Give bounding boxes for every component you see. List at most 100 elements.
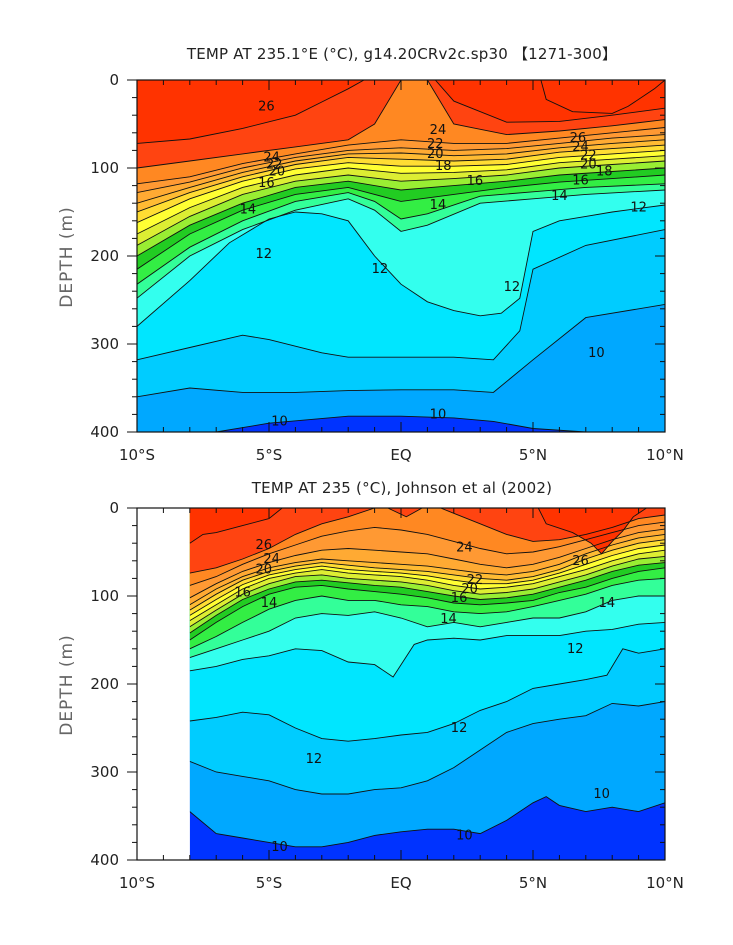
top-contour-label: 12 [504, 280, 521, 295]
bottom-contour-label: 14 [440, 612, 457, 627]
top-contour-label: 20 [269, 165, 286, 180]
top-contour-20 [137, 149, 665, 224]
bottom-y-tick-label: 200 [90, 675, 119, 693]
top-contour-11 [137, 303, 665, 398]
top-contour-label: 10 [271, 414, 288, 429]
bottom-band-25 [189, 508, 665, 574]
bottom-contour-10 [189, 796, 666, 848]
top-y-tick-label: 0 [109, 71, 119, 89]
top-contour-label: 14 [430, 198, 447, 213]
top-contour-22 [137, 139, 665, 204]
bottom-contour-18 [189, 555, 666, 628]
top-contour-label: 18 [596, 165, 613, 180]
bottom-contour-label: 12 [306, 752, 323, 767]
bottom-band-26 [189, 508, 309, 544]
bottom-contour-label: 16 [234, 585, 251, 600]
bottom-contour-25 [189, 508, 666, 574]
bottom-y-tick-label: 400 [90, 851, 119, 869]
bottom-contour-14 [189, 595, 665, 659]
top-contour-lines [137, 80, 665, 432]
bottom-contour-label: 12 [451, 721, 468, 736]
top-contour-23 [137, 134, 665, 194]
bottom-contour-label: 20 [461, 582, 478, 597]
top-ticks [127, 79, 666, 433]
top-contour-label: 14 [551, 189, 568, 204]
top-contour-14 [137, 189, 665, 299]
bottom-contour-12 [189, 648, 666, 742]
top-contour-label: 26 [258, 99, 275, 114]
top-contour-label: 22 [580, 149, 597, 164]
bottom-ticks [127, 507, 666, 861]
top-contour-19 [137, 155, 665, 235]
bottom-contour-20 [189, 544, 666, 616]
top-contour-label: 24 [430, 123, 447, 138]
top-panel: TEMP AT 235.1°E (°C), g14.20CRv2c.sp30 【… [57, 45, 684, 464]
top-x-tick-label: 5°S [256, 446, 283, 464]
top-x-tick-label: EQ [390, 446, 411, 464]
top-y-axis-label: DEPTH (m) [57, 206, 77, 307]
bottom-y-tick-label: 0 [109, 499, 119, 517]
top-y-tick-label: 300 [90, 335, 119, 353]
bottom-contour-label: 20 [255, 563, 272, 578]
top-contour-label: 22 [266, 157, 283, 172]
bottom-contour-label: 12 [567, 642, 584, 657]
bottom-contour-label: 26 [255, 538, 272, 553]
bottom-contour-label: 24 [263, 552, 280, 567]
bottom-x-tick-label: 10°N [646, 874, 684, 892]
top-contour-15 [137, 183, 665, 285]
top-contour-13 [137, 204, 665, 327]
top-x-tick-label: 10°S [119, 446, 155, 464]
bottom-contour-label: 10 [456, 828, 473, 843]
bottom-band-27 [538, 508, 665, 554]
top-contour-label: 16 [467, 174, 484, 189]
top-contour-18 [137, 160, 665, 246]
top-contour-24 [137, 127, 665, 185]
top-contour-25 [137, 80, 665, 169]
top-contour-label: 22 [427, 137, 444, 152]
top-y-tick-label: 100 [90, 159, 119, 177]
bottom-contour-26 [189, 508, 309, 544]
bottom-contour-label: 22 [467, 573, 484, 588]
bottom-y-tick-label: 100 [90, 587, 119, 605]
top-chart-title: TEMP AT 235.1°E (°C), g14.20CRv2c.sp30 【… [186, 45, 617, 63]
bottom-contour-plot: 26242016142422201614261412121210101010°S… [90, 499, 684, 892]
bottom-contour-11 [189, 701, 666, 795]
bottom-contour-label: 14 [261, 596, 278, 611]
bottom-x-tick-label: 5°N [519, 874, 547, 892]
bottom-filled-bands [189, 508, 666, 860]
top-contour-16 [137, 174, 665, 270]
bottom-contour-label: 24 [456, 541, 473, 556]
bottom-contour-label: 14 [599, 596, 616, 611]
top-contour-label: 10 [588, 346, 605, 361]
bottom-panel: TEMP AT 235 (°C), Johnson et al (2002) D… [57, 479, 684, 892]
top-contour-label: 24 [572, 140, 589, 155]
bottom-contour-label: 10 [271, 840, 288, 855]
bottom-contour-17 [189, 562, 666, 634]
top-contour-label: 14 [240, 202, 257, 217]
top-contour-label: 24 [263, 150, 280, 165]
top-x-tick-label: 5°N [519, 446, 547, 464]
top-contour-label: 20 [427, 147, 444, 162]
top-contour-label: 20 [580, 157, 597, 172]
top-contour-label: 18 [435, 159, 452, 174]
top-contour-26 [137, 80, 665, 144]
bottom-y-tick-label: 300 [90, 763, 119, 781]
top-contour-label: 26 [570, 131, 587, 146]
top-y-tick-label: 200 [90, 247, 119, 265]
top-contour-27 [540, 80, 665, 114]
top-contour-label: 12 [630, 201, 647, 216]
top-contour-label: 12 [255, 247, 272, 262]
top-band-26 [137, 80, 665, 144]
bottom-x-tick-label: EQ [390, 874, 411, 892]
bottom-x-tick-label: 10°S [119, 874, 155, 892]
bottom-contour-label: 26 [572, 554, 589, 569]
bottom-contour-21 [189, 539, 666, 611]
bottom-contour-27 [537, 508, 665, 555]
top-contour-12 [137, 229, 665, 361]
bottom-x-tick-label: 5°S [256, 874, 283, 892]
top-band-27 [540, 80, 665, 114]
